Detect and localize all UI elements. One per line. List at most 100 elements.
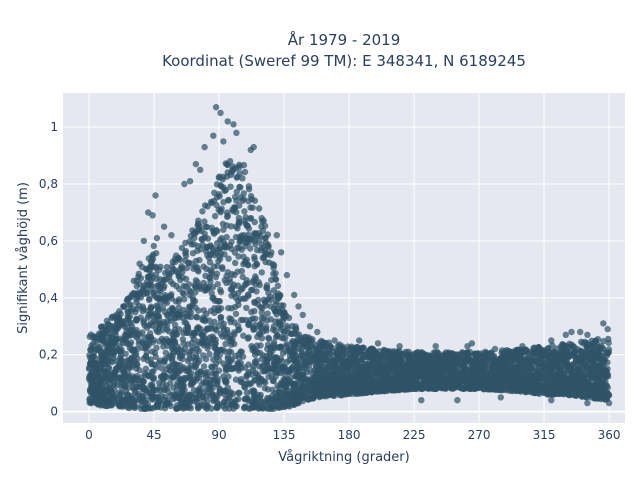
data-point [269, 377, 277, 385]
data-point [158, 364, 165, 372]
data-point [560, 357, 567, 364]
data-point [206, 259, 214, 266]
data-point [206, 275, 213, 282]
data-point [156, 306, 163, 313]
data-point [180, 282, 187, 290]
data-point [591, 395, 599, 402]
data-point [212, 212, 219, 220]
data-point [214, 240, 221, 247]
data-point [150, 289, 158, 296]
data-point [131, 332, 139, 339]
data-point [128, 347, 135, 354]
data-point [257, 330, 264, 338]
data-point [95, 330, 103, 337]
data-point [225, 255, 232, 262]
data-point [236, 389, 243, 397]
data-point [579, 357, 586, 364]
data-point [221, 187, 228, 195]
data-point [225, 361, 232, 368]
data-point [384, 364, 391, 372]
data-point [189, 347, 196, 354]
data-point [121, 383, 129, 391]
data-point [383, 386, 391, 393]
data-point [586, 373, 594, 380]
data-point [578, 338, 585, 345]
data-point [211, 189, 218, 196]
data-point [307, 367, 314, 374]
data-point [267, 296, 275, 303]
data-point [144, 401, 151, 408]
data-point [152, 263, 159, 270]
data-point [257, 342, 264, 349]
data-point [221, 251, 228, 258]
data-point [279, 350, 287, 357]
data-point [517, 358, 525, 365]
data-point [505, 366, 512, 373]
data-point [219, 333, 226, 340]
data-point [318, 379, 325, 386]
data-point [506, 359, 514, 366]
data-point [245, 368, 252, 376]
data-point [257, 304, 264, 311]
data-point [192, 289, 199, 296]
data-point [326, 359, 333, 366]
data-point [219, 220, 227, 228]
data-point [141, 334, 148, 341]
data-point [260, 296, 268, 303]
data-point [273, 354, 280, 361]
chart-title: År 1979 - 2019 [288, 30, 401, 49]
data-point [170, 265, 177, 273]
data-point [474, 367, 482, 375]
data-point [181, 318, 188, 326]
data-point [234, 360, 241, 367]
data-point [147, 263, 154, 270]
data-point [272, 318, 279, 325]
data-point [87, 331, 95, 338]
data-point [200, 352, 207, 359]
data-point [228, 270, 236, 278]
data-point [200, 307, 207, 314]
data-point [573, 366, 581, 373]
data-point [249, 344, 257, 352]
data-point [251, 230, 258, 237]
data-point [161, 357, 168, 365]
data-point [227, 401, 234, 408]
data-point [605, 346, 613, 353]
data-point [248, 308, 255, 316]
data-point [183, 264, 191, 272]
data-point [324, 364, 331, 371]
data-point [146, 295, 153, 302]
data-point [232, 294, 239, 301]
data-point [526, 348, 533, 355]
data-point [224, 355, 231, 362]
data-point [225, 197, 232, 204]
data-point [232, 233, 240, 241]
data-point [557, 368, 565, 376]
data-point [201, 218, 208, 225]
data-point [247, 245, 254, 252]
data-point [272, 275, 279, 283]
data-point [227, 318, 234, 326]
data-point [285, 347, 293, 355]
data-point [566, 367, 573, 375]
data-point [214, 281, 221, 288]
data-point [497, 381, 504, 388]
data-point [116, 374, 123, 381]
data-point [273, 393, 281, 400]
data-point [280, 313, 287, 321]
data-point [137, 294, 145, 301]
data-point [528, 364, 535, 371]
data-point [226, 348, 233, 355]
data-point [362, 383, 369, 391]
data-point [134, 355, 141, 362]
data-point [252, 321, 259, 329]
data-point [239, 197, 246, 204]
data-point [182, 275, 190, 283]
data-point [208, 405, 215, 412]
data-point [192, 230, 199, 237]
data-point [312, 353, 319, 360]
data-point [289, 394, 296, 402]
data-point [319, 338, 326, 346]
data-point [497, 367, 505, 374]
